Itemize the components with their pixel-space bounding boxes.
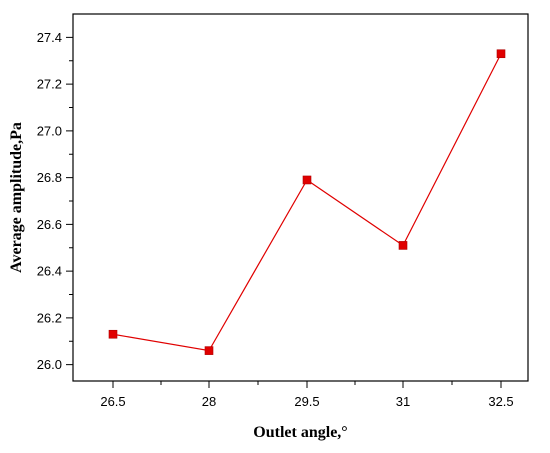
x-tick-label: 32.5 — [488, 394, 513, 409]
y-tick-label: 26.8 — [37, 170, 62, 185]
y-tick-label: 26.0 — [37, 357, 62, 372]
y-tick-label: 26.6 — [37, 217, 62, 232]
series-line — [112, 53, 502, 352]
x-axis-title: Outlet angle,° — [253, 424, 347, 441]
y-axis-ticks: 26.0 26.2 26.4 26.6 26.8 27.0 27.2 27.4 — [37, 30, 73, 372]
data-point — [108, 329, 118, 339]
y-tick-label: 27.0 — [37, 123, 62, 138]
plot-border — [72, 13, 529, 382]
x-axis-ticks: 26.5 28 29.5 31 32.5 — [100, 381, 514, 409]
data-point — [302, 175, 312, 185]
x-tick-label: 29.5 — [294, 394, 319, 409]
data-point — [204, 346, 214, 355]
plot-frame — [72, 13, 529, 382]
y-tick-label: 26.2 — [37, 310, 62, 325]
y-tick-label: 27.2 — [37, 77, 62, 92]
y-tick-label: 26.4 — [37, 264, 62, 279]
y-tick-label: 27.4 — [37, 30, 62, 45]
series-layer — [108, 49, 506, 355]
y-axis-title: Average amplitude,Pa — [8, 122, 25, 273]
x-tick-label: 28 — [202, 394, 216, 409]
x-tick-label: 26.5 — [100, 394, 125, 409]
x-tick-label: 31 — [396, 394, 410, 409]
data-point — [398, 241, 408, 250]
data-point — [496, 49, 506, 59]
